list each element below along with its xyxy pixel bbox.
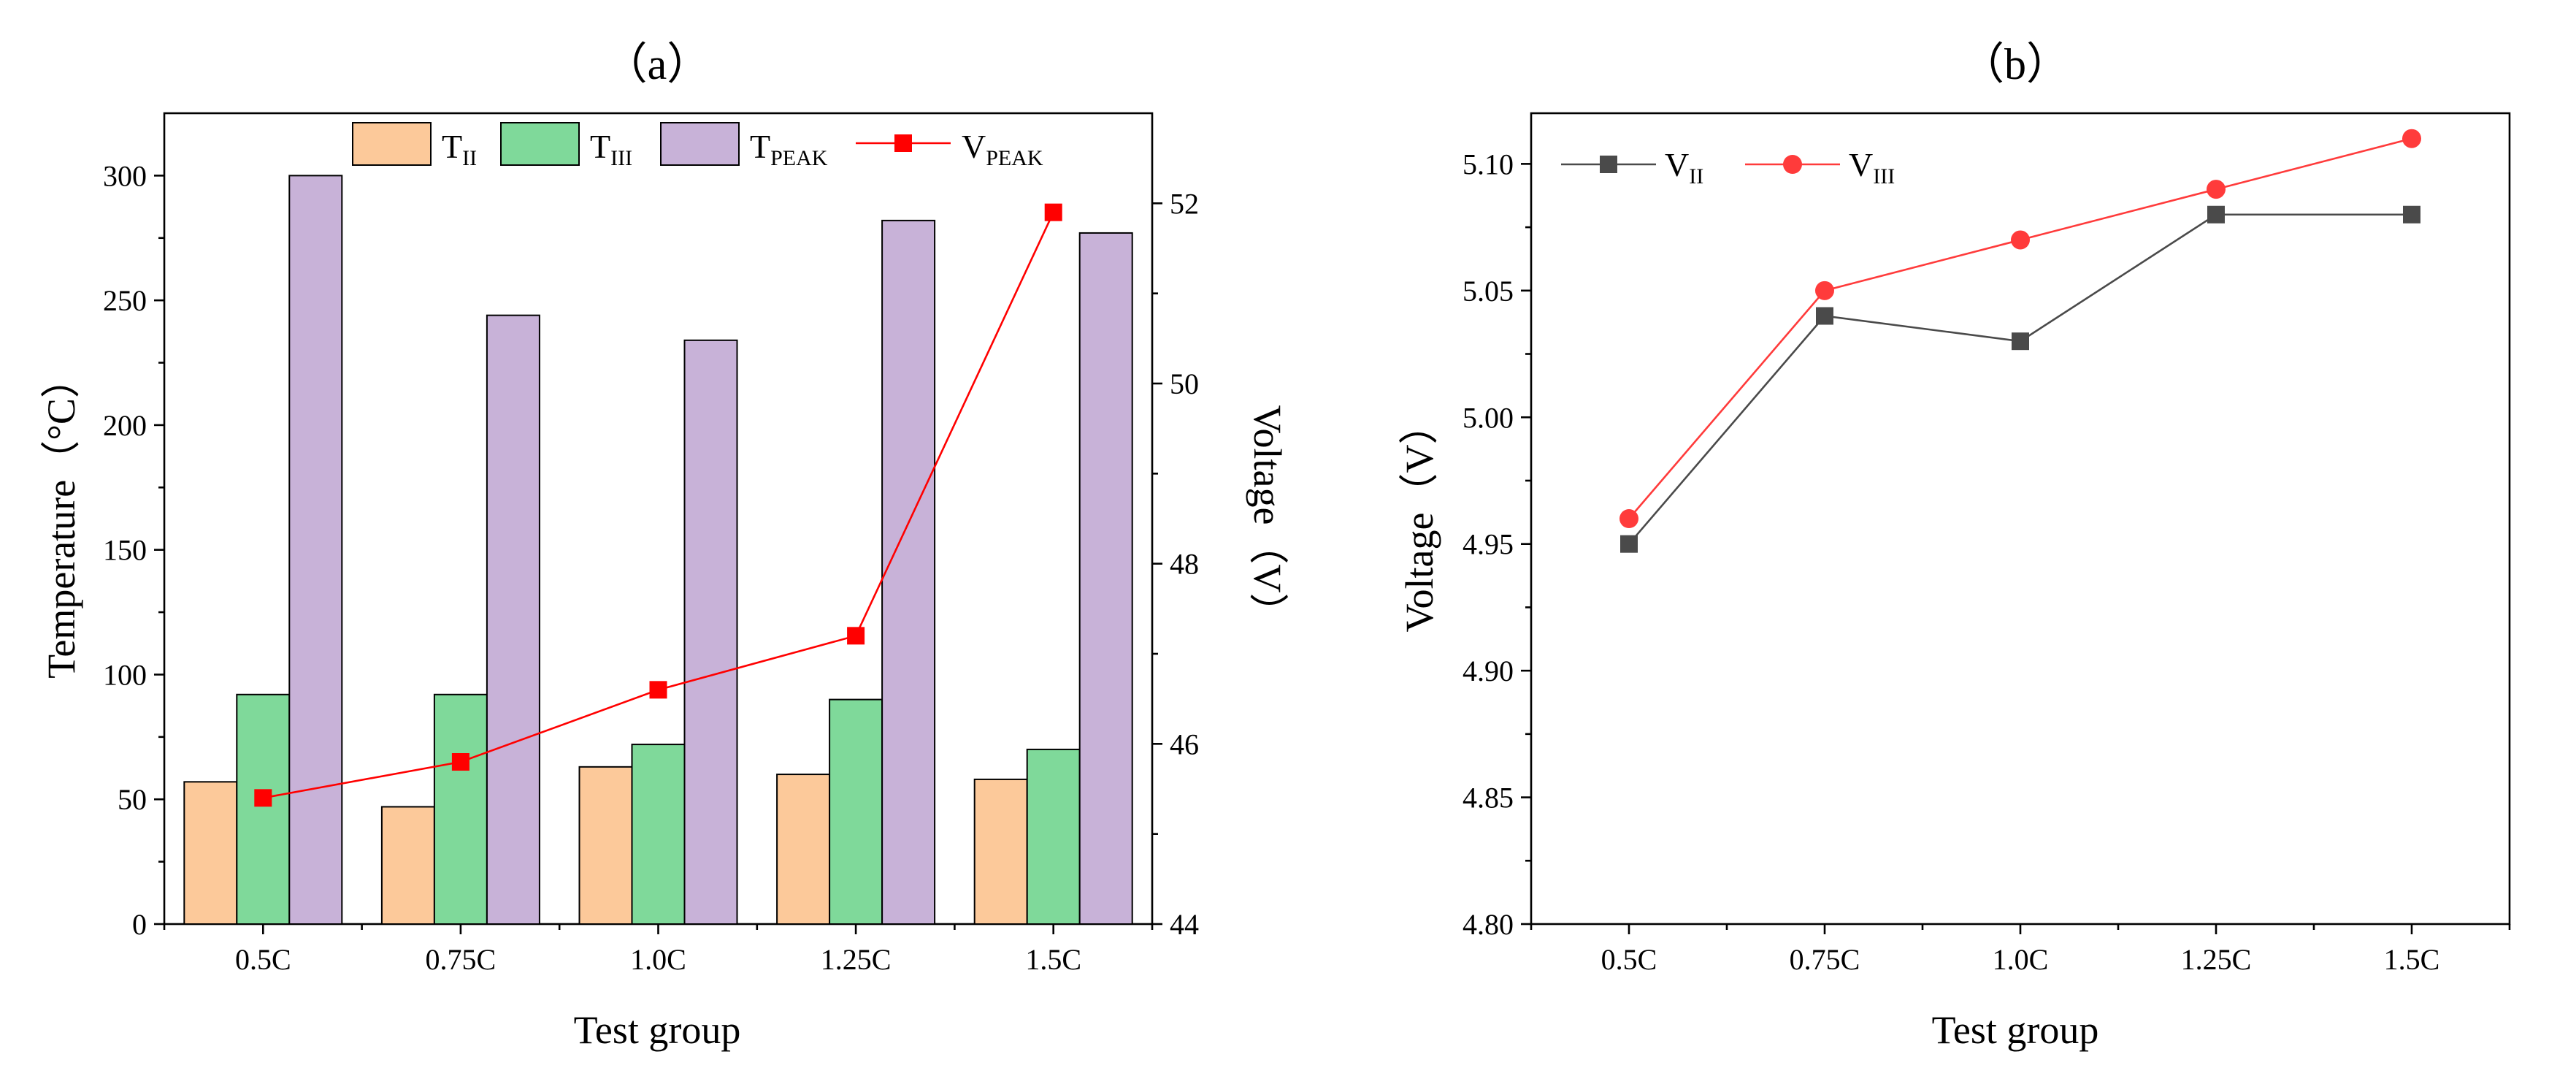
bar-TII-0.5C	[183, 781, 238, 926]
panel-a-right-axis: 44 46 48 50 52	[1152, 187, 1199, 941]
point-VII-0.5C	[1620, 535, 1638, 553]
y2-tick-label: 52	[1170, 187, 1199, 220]
legend-label-TIII: TIII	[590, 128, 632, 170]
x-tick-label: 1.5C	[2384, 943, 2440, 976]
x-tick-label: 0.75C	[426, 943, 497, 976]
panel-b: （b） 4.80 4.85 4.90 4.95 5.00 5.05 5.10 0.5C 0.7…	[1398, 40, 2511, 1052]
bar-TII-1.5C	[973, 778, 1028, 926]
y-tick-label: 0	[132, 908, 147, 941]
panel-a-y2-axis-title: Voltage（V）	[1246, 405, 1289, 633]
point-VII-1.0C	[2012, 332, 2029, 351]
panel-a-left-axis: 0 50 100 150 200 250 300	[103, 159, 164, 941]
panel-a-x-axis-title: Test group	[574, 1008, 741, 1052]
point-VIII-0.5C	[1619, 509, 1638, 528]
bar-TII-1.0C	[578, 766, 633, 926]
bar-TPEAK-0.75C	[486, 314, 540, 925]
point-VIII-1.0C	[2011, 230, 2030, 250]
bar-TIII-0.5C	[236, 693, 291, 925]
x-tick-label: 0.5C	[235, 943, 291, 976]
bar-TIII-1.5C	[1026, 748, 1081, 926]
y-tick-label: 100	[103, 658, 147, 691]
panel-a-bars	[183, 175, 1133, 926]
voltage-peak-point-0.75C	[451, 753, 469, 771]
panel-b-lines	[1619, 129, 2421, 553]
legend-label-TPEAK: TPEAK	[750, 128, 828, 170]
legend-marker-VPEAK	[894, 134, 912, 152]
panel-a-y-axis-title: Temperature（°C）	[39, 359, 83, 679]
line-VIII	[1628, 137, 2412, 519]
bar-TPEAK-1.0C	[683, 339, 738, 925]
panel-a-voltage-line	[254, 203, 1062, 807]
point-VIII-1.5C	[2402, 129, 2421, 148]
point-VII-0.75C	[1816, 307, 1833, 325]
legend-swatch-TII	[352, 122, 432, 166]
legend-swatch-TPEAK	[660, 122, 740, 166]
panel-b-x-axis-title: Test group	[1932, 1008, 2099, 1052]
y-tick-label: 4.85	[1463, 782, 1514, 814]
panel-b-y-axis: 4.80 4.85 4.90 4.95 5.00 5.05 5.10	[1463, 148, 1531, 941]
legend-label-VII: VII	[1665, 146, 1703, 188]
y-tick-label: 5.05	[1463, 275, 1514, 308]
point-VII-1.25C	[2207, 205, 2225, 224]
legend-swatch-TIII	[500, 122, 580, 166]
legend-marker-VII	[1600, 156, 1617, 173]
x-tick-label: 1.25C	[821, 943, 892, 976]
panel-b-title: （b）	[1960, 40, 2070, 88]
bar-TIII-1.0C	[631, 744, 686, 925]
bar-TIII-1.25C	[829, 698, 883, 925]
y-tick-label: 150	[103, 534, 147, 567]
y2-tick-label: 50	[1170, 367, 1199, 400]
y-tick-label: 4.95	[1463, 528, 1514, 561]
panel-b-y-axis-title: Voltage（V）	[1398, 405, 1441, 633]
bar-TIII-0.75C	[433, 693, 488, 925]
x-tick-label: 0.5C	[1601, 943, 1657, 976]
y-tick-label: 50	[118, 783, 147, 816]
bar-TPEAK-0.5C	[288, 175, 343, 925]
y-tick-label: 300	[103, 159, 147, 192]
x-tick-label: 0.75C	[1790, 943, 1860, 976]
point-VIII-1.25C	[2207, 180, 2226, 199]
bar-TPEAK-1.25C	[881, 219, 936, 926]
y-tick-label: 250	[103, 284, 147, 317]
panel-b-legend: VII VIII	[1561, 146, 1895, 188]
voltage-peak-point-1.5C	[1044, 203, 1062, 221]
panel-a-x-axis: 0.5C 0.75C 1.0C 1.25C 1.5C	[163, 924, 1154, 976]
legend-label-TII: TII	[442, 128, 477, 170]
x-tick-label: 1.0C	[630, 943, 686, 976]
bar-TII-1.25C	[776, 774, 831, 925]
y-tick-label: 4.80	[1463, 908, 1514, 941]
x-tick-label: 1.0C	[1993, 943, 2049, 976]
panel-a-legend: TII TIII TPEAK VPEAK	[352, 122, 1043, 170]
legend-label-VPEAK: VPEAK	[962, 128, 1043, 170]
x-tick-label: 1.5C	[1025, 943, 1081, 976]
point-VIII-0.75C	[1815, 281, 1834, 300]
voltage-peak-point-1.25C	[847, 627, 865, 645]
y2-tick-label: 44	[1170, 908, 1199, 941]
point-VII-1.5C	[2403, 205, 2420, 224]
y-tick-label: 200	[103, 409, 147, 442]
y-tick-label: 5.10	[1463, 148, 1514, 180]
bar-TII-0.75C	[380, 806, 435, 925]
y2-tick-label: 46	[1170, 728, 1199, 760]
line-VII	[1628, 213, 2412, 545]
x-tick-label: 1.25C	[2181, 943, 2252, 976]
voltage-peak-point-0.5C	[254, 789, 272, 807]
y2-tick-label: 48	[1170, 548, 1199, 581]
voltage-peak-point-1.0C	[649, 681, 667, 699]
y-tick-label: 4.90	[1463, 655, 1514, 687]
panel-a-title: （a）	[604, 40, 711, 88]
bar-TPEAK-1.5C	[1078, 232, 1133, 925]
legend-marker-VIII	[1783, 155, 1802, 174]
y-tick-label: 5.00	[1463, 401, 1514, 434]
panel-b-x-axis: 0.5C 0.75C 1.0C 1.25C 1.5C	[1530, 924, 2511, 976]
legend-label-VIII: VIII	[1849, 146, 1895, 188]
